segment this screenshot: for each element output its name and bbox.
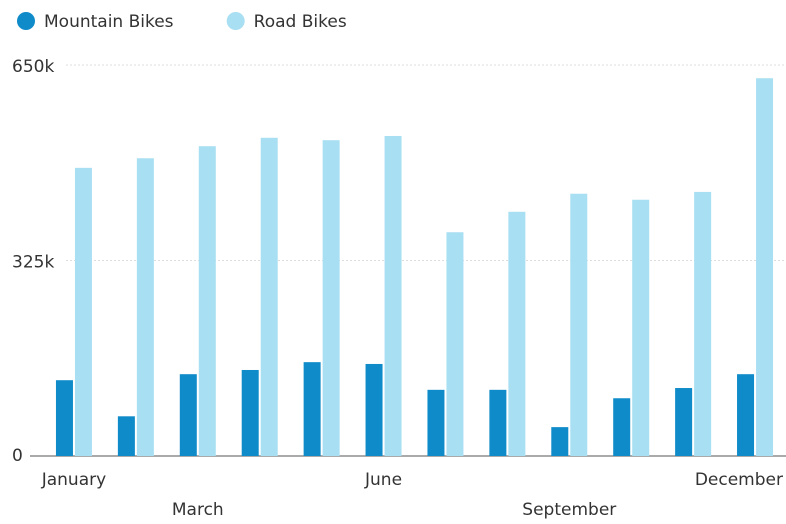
bar — [694, 191, 712, 456]
bar — [756, 78, 774, 456]
bar — [489, 389, 507, 456]
x-tick-label: December — [695, 470, 783, 490]
bar — [613, 398, 631, 456]
bar — [117, 416, 135, 456]
bar — [446, 232, 464, 456]
bar — [675, 388, 693, 456]
legend-label: Mountain Bikes — [44, 12, 174, 32]
x-tick-label: January — [41, 470, 106, 490]
x-tick-label: June — [364, 470, 402, 490]
bar — [365, 363, 383, 456]
bar — [737, 374, 755, 456]
bar — [260, 137, 278, 457]
legend-label: Road Bikes — [254, 12, 347, 32]
bar — [303, 362, 321, 456]
bar — [508, 211, 526, 456]
bar — [179, 374, 197, 456]
bar — [632, 199, 650, 456]
legend-marker — [226, 12, 245, 30]
bar — [241, 369, 259, 456]
bar — [427, 389, 445, 456]
bar — [55, 380, 73, 456]
bar — [570, 193, 588, 456]
bar — [74, 167, 92, 456]
bar — [384, 135, 402, 456]
legend-marker — [17, 12, 35, 30]
y-tick-label: 0 — [12, 446, 23, 466]
x-tick-label: September — [522, 500, 616, 520]
y-tick-label: 325k — [12, 253, 54, 273]
bar — [198, 146, 216, 456]
bar — [551, 427, 569, 456]
x-tick-label: March — [172, 500, 224, 520]
y-tick-label: 650k — [12, 57, 54, 77]
bar — [322, 140, 340, 456]
bar — [136, 158, 154, 456]
